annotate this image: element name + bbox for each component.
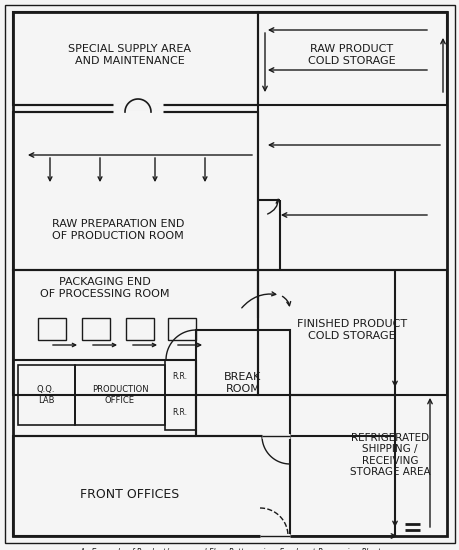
Text: Q.Q.
LAB: Q.Q. LAB (37, 386, 55, 405)
Text: R.R.: R.R. (172, 409, 187, 417)
Text: REFRIGERATED
SHIPPING /
RECEIVING
STORAGE AREA: REFRIGERATED SHIPPING / RECEIVING STORAG… (349, 433, 429, 477)
Bar (75, 365, 165, 425)
Bar (126, 318, 154, 340)
Bar (13, 112, 257, 270)
Text: FINISHED PRODUCT
COLD STORAGE: FINISHED PRODUCT COLD STORAGE (297, 319, 406, 341)
Text: An Example of Product/personnel Flow Patterns in a Fresh-cut Processing Plant: An Example of Product/personnel Flow Pat… (79, 548, 380, 550)
Text: SPECIAL SUPPLY AREA
AND MAINTENANCE: SPECIAL SUPPLY AREA AND MAINTENANCE (68, 44, 191, 66)
Text: PACKAGING END
OF PROCESSING ROOM: PACKAGING END OF PROCESSING ROOM (40, 277, 169, 299)
Bar (257, 270, 446, 395)
Bar (38, 318, 66, 340)
Bar (165, 395, 196, 430)
Bar (13, 436, 289, 536)
Text: BREAK
ROOM: BREAK ROOM (224, 372, 261, 394)
Bar (82, 318, 110, 340)
Bar (196, 330, 289, 436)
Bar (13, 12, 257, 105)
Bar (257, 12, 446, 105)
Text: PRODUCTION
OFFICE: PRODUCTION OFFICE (91, 386, 148, 405)
Bar (13, 270, 257, 395)
Text: R.R.: R.R. (172, 372, 187, 382)
Bar (168, 318, 196, 340)
Text: RAW PRODUCT
COLD STORAGE: RAW PRODUCT COLD STORAGE (308, 44, 395, 66)
Bar (18, 365, 75, 425)
Text: RAW PREPARATION END
OF PRODUCTION ROOM: RAW PREPARATION END OF PRODUCTION ROOM (52, 219, 184, 241)
Text: FRONT OFFICES: FRONT OFFICES (80, 488, 179, 502)
Bar (165, 360, 196, 395)
